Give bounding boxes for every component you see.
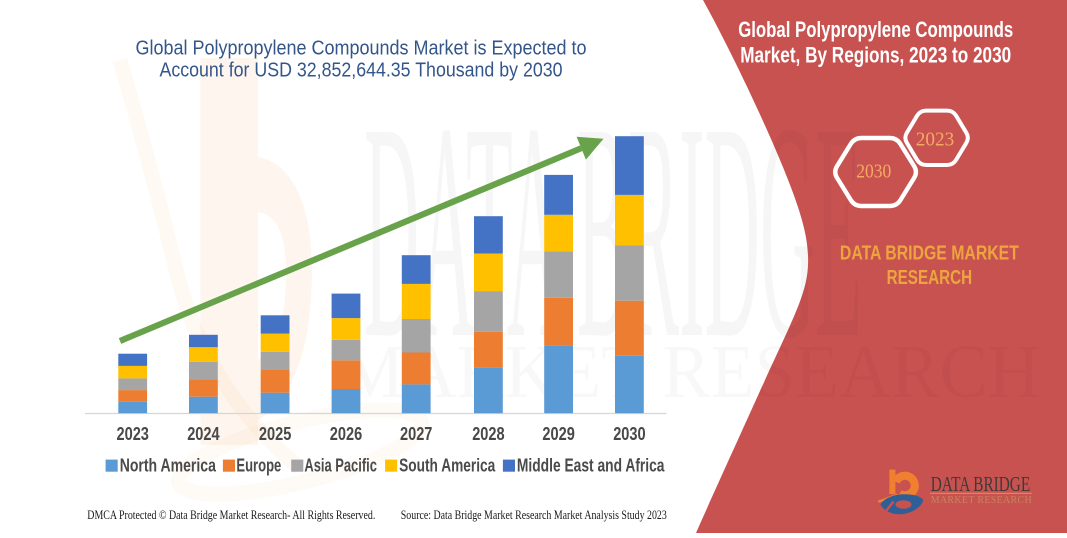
svg-text:2028: 2028 bbox=[472, 424, 504, 444]
svg-text:South America: South America bbox=[399, 455, 496, 475]
svg-text:RESEARCH: RESEARCH bbox=[887, 266, 973, 289]
svg-text:2024: 2024 bbox=[187, 424, 219, 444]
svg-text:Middle East and Africa: Middle East and Africa bbox=[517, 455, 665, 475]
svg-text:Market, By Regions, 2023 to 20: Market, By Regions, 2023 to 2030 bbox=[740, 42, 1011, 67]
svg-text:North America: North America bbox=[120, 455, 217, 475]
svg-text:2023: 2023 bbox=[916, 128, 954, 150]
svg-text:2025: 2025 bbox=[259, 424, 291, 444]
svg-text:2023: 2023 bbox=[117, 424, 149, 444]
svg-text:2030: 2030 bbox=[613, 424, 645, 444]
svg-text:Account for USD 32,852,644.35: Account for USD 32,852,644.35 Thousand b… bbox=[160, 60, 563, 82]
svg-text:Source: Data Bridge Market Res: Source: Data Bridge Market Research Mark… bbox=[401, 507, 667, 522]
svg-text:MARKET RESEARCH: MARKET RESEARCH bbox=[340, 330, 1040, 414]
svg-text:2030: 2030 bbox=[856, 161, 891, 182]
svg-text:2027: 2027 bbox=[400, 424, 432, 444]
svg-text:Asia Pacific: Asia Pacific bbox=[304, 455, 377, 475]
svg-text:DMCA Protected © Data Bridge M: DMCA Protected © Data Bridge Market Rese… bbox=[87, 507, 375, 522]
svg-text:DATA BRIDGE: DATA BRIDGE bbox=[931, 472, 1030, 496]
svg-text:Global Polypropylene Compounds: Global Polypropylene Compounds bbox=[738, 17, 1013, 42]
svg-text:Global Polypropylene Compounds: Global Polypropylene Compounds Market is… bbox=[136, 38, 587, 60]
svg-text:MARKET RESEARCH: MARKET RESEARCH bbox=[931, 495, 1032, 506]
svg-text:2029: 2029 bbox=[542, 424, 574, 444]
svg-text:DATA BRIDGE MARKET: DATA BRIDGE MARKET bbox=[840, 241, 1019, 264]
svg-text:Europe: Europe bbox=[236, 455, 281, 475]
svg-text:2026: 2026 bbox=[330, 424, 362, 444]
